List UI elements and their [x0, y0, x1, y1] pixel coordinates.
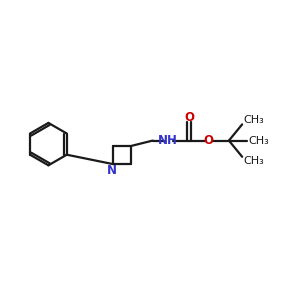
Text: CH₃: CH₃ [244, 115, 264, 125]
Text: NH: NH [158, 134, 178, 147]
Text: CH₃: CH₃ [249, 136, 269, 146]
Text: N: N [106, 164, 116, 176]
Text: O: O [203, 134, 213, 147]
Text: CH₃: CH₃ [244, 156, 264, 166]
Text: O: O [184, 110, 194, 124]
